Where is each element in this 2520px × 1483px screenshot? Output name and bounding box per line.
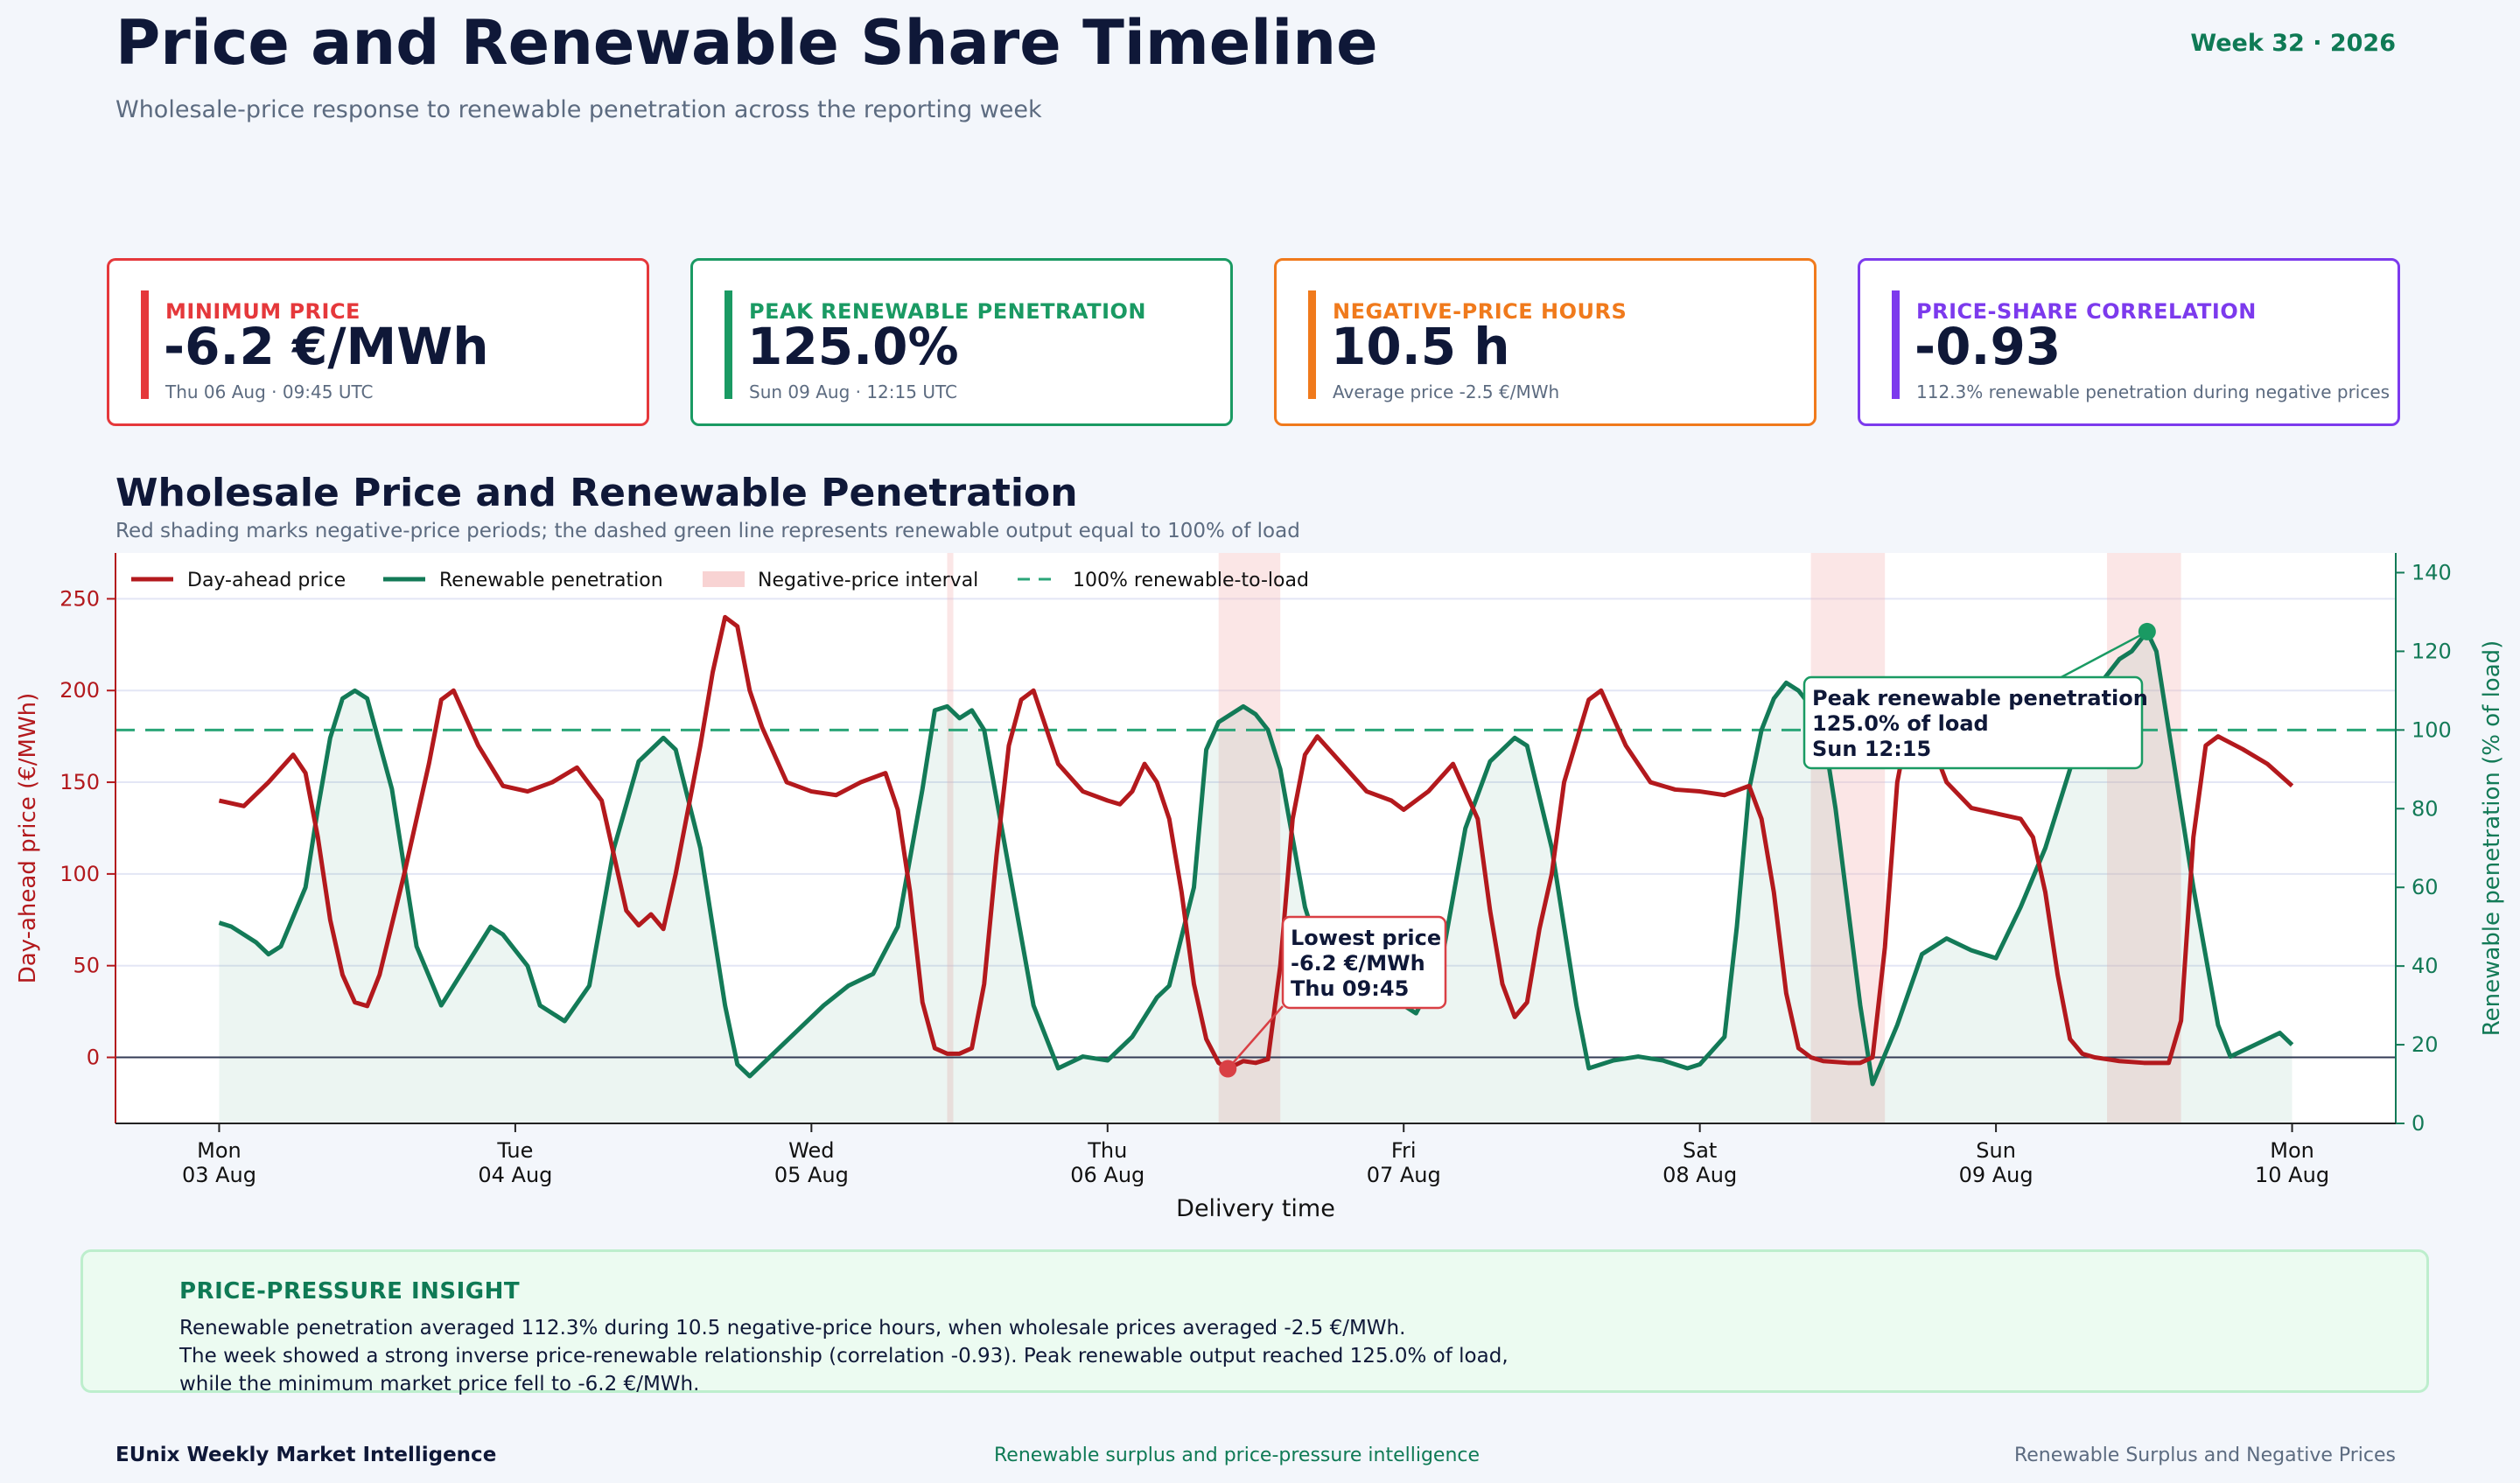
x-tick-label: 04 Aug <box>478 1163 552 1187</box>
kpi-accent-bar <box>141 290 149 399</box>
x-axis-title: Delivery time <box>1176 1195 1335 1222</box>
x-tick-label: 06 Aug <box>1070 1163 1144 1187</box>
legend-swatch-negative <box>703 571 745 587</box>
right-axis-title: Renewable penetration (% of load) <box>2479 640 2505 1037</box>
page-title: Price and Renewable Share Timeline <box>116 7 1378 79</box>
kpi-note: Thu 06 Aug · 09:45 UTC <box>165 381 374 402</box>
x-tick-label: Mon <box>197 1138 242 1163</box>
week-badge: Week 32 · 2026 <box>2190 30 2396 57</box>
kpi-card-peak-renewable: PEAK RENEWABLE PENETRATION 125.0% Sun 09… <box>690 258 1233 426</box>
x-tick-label: Wed <box>788 1138 834 1163</box>
annotation-text: Peak renewable penetration <box>1812 686 2148 710</box>
kpi-note: Sun 09 Aug · 12:15 UTC <box>749 381 957 402</box>
left-tick-label: 150 <box>60 770 100 794</box>
x-tick-label: 03 Aug <box>182 1163 256 1187</box>
plot-area <box>116 553 2396 1123</box>
kpi-value: -0.93 <box>1914 317 2062 376</box>
chart-title: Wholesale Price and Renewable Penetratio… <box>116 471 1078 515</box>
right-tick-label: 80 <box>2412 796 2439 821</box>
insight-line: while the minimum market price fell to -… <box>179 1373 700 1396</box>
negative-price-band <box>1810 553 1886 1123</box>
negative-price-band <box>947 553 954 1123</box>
right-tick-label: 20 <box>2412 1032 2439 1057</box>
kpi-value: 125.0% <box>747 317 959 376</box>
negative-price-band <box>2107 553 2181 1123</box>
renewable-penetration-line <box>218 629 2294 1087</box>
right-tick-label: 60 <box>2412 875 2439 899</box>
insight-panel: PRICE-PRESSURE INSIGHT Renewable penetra… <box>80 1249 2429 1396</box>
kpi-accent-bar <box>724 290 732 399</box>
x-tick-label: 08 Aug <box>1662 1163 1737 1187</box>
renewable-area-fill <box>219 631 2292 1123</box>
annotation-marker <box>2138 622 2156 640</box>
x-tick-label: 09 Aug <box>1959 1163 2034 1187</box>
annotation-text: 125.0% of load <box>1812 711 1989 736</box>
legend-label-reference: 100% renewable-to-load <box>1073 570 1309 591</box>
kpi-value: -6.2 €/MWh <box>164 317 489 376</box>
x-tick-label: 05 Aug <box>774 1163 849 1187</box>
kpi-card-correlation: PRICE-SHARE CORRELATION -0.93 112.3% ren… <box>1858 258 2400 426</box>
left-tick-label: 250 <box>60 586 100 611</box>
left-tick-label: 200 <box>60 678 100 703</box>
annotation-text: Thu 09:45 <box>1291 976 1409 1001</box>
footer-tagline: Renewable surplus and price-pressure int… <box>994 1445 1480 1466</box>
annotation-text: Lowest price <box>1291 926 1441 950</box>
x-tick-label: Mon <box>2270 1138 2314 1163</box>
left-tick-label: 100 <box>60 862 100 886</box>
annotation-leader <box>2057 630 2148 681</box>
kpi-label: NEGATIVE-PRICE HOURS <box>1333 299 1628 324</box>
x-tick-label: Tue <box>496 1138 533 1163</box>
left-axis-title: Day-ahead price (€/MWh) <box>15 693 41 984</box>
annotation-box <box>1802 675 2144 770</box>
kpi-card-negative-hours: NEGATIVE-PRICE HOURS 10.5 h Average pric… <box>1274 258 1816 426</box>
left-tick-label: 50 <box>73 954 100 978</box>
chart-subtitle: Red shading marks negative-price periods… <box>116 520 1300 542</box>
kpi-label: PRICE-SHARE CORRELATION <box>1916 299 2257 324</box>
annotation-text: Sun 12:15 <box>1812 737 1931 761</box>
right-tick-label: 140 <box>2412 560 2452 584</box>
kpi-note: Average price -2.5 €/MWh <box>1333 381 1560 402</box>
x-tick-label: 07 Aug <box>1367 1163 1441 1187</box>
x-tick-label: Sat <box>1683 1138 1717 1163</box>
annotation-text: -6.2 €/MWh <box>1291 951 1425 976</box>
left-tick-label: 0 <box>87 1046 100 1070</box>
x-tick-label: Sun <box>1976 1138 2016 1163</box>
legend-label-negative: Negative-price interval <box>758 570 978 591</box>
insight-line: Renewable penetration averaged 112.3% du… <box>179 1317 1406 1340</box>
annotation-marker <box>1219 1060 1237 1078</box>
kpi-accent-bar <box>1892 290 1900 399</box>
insight-line: The week showed a strong inverse price-r… <box>179 1345 1508 1368</box>
footer-report-name: Renewable Surplus and Negative Prices <box>2013 1445 2396 1466</box>
annotation-box <box>1281 915 1447 1010</box>
annotation-leader <box>1227 1005 1284 1070</box>
kpi-note: 112.3% renewable penetration during nega… <box>1916 381 2390 402</box>
kpi-value: 10.5 h <box>1331 317 1510 376</box>
right-tick-label: 100 <box>2412 717 2452 742</box>
footer-brand: EUnix Weekly Market Intelligence <box>116 1444 497 1466</box>
legend-label-renewable: Renewable penetration <box>439 570 663 591</box>
x-tick-label: Thu <box>1087 1138 1127 1163</box>
kpi-label: PEAK RENEWABLE PENETRATION <box>749 299 1146 324</box>
page-subtitle: Wholesale-price response to renewable pe… <box>116 96 1042 123</box>
kpi-label: MINIMUM PRICE <box>165 299 360 324</box>
right-tick-label: 0 <box>2412 1111 2425 1136</box>
x-tick-label: Fri <box>1391 1138 1417 1163</box>
right-tick-label: 120 <box>2412 639 2452 663</box>
x-tick-label: 10 Aug <box>2255 1163 2329 1187</box>
legend-label-price: Day-ahead price <box>187 570 346 591</box>
insight-title: PRICE-PRESSURE INSIGHT <box>179 1278 521 1305</box>
right-tick-label: 40 <box>2412 954 2439 978</box>
kpi-card-minimum-price: MINIMUM PRICE -6.2 €/MWh Thu 06 Aug · 09… <box>107 258 649 426</box>
kpi-accent-bar <box>1308 290 1316 399</box>
